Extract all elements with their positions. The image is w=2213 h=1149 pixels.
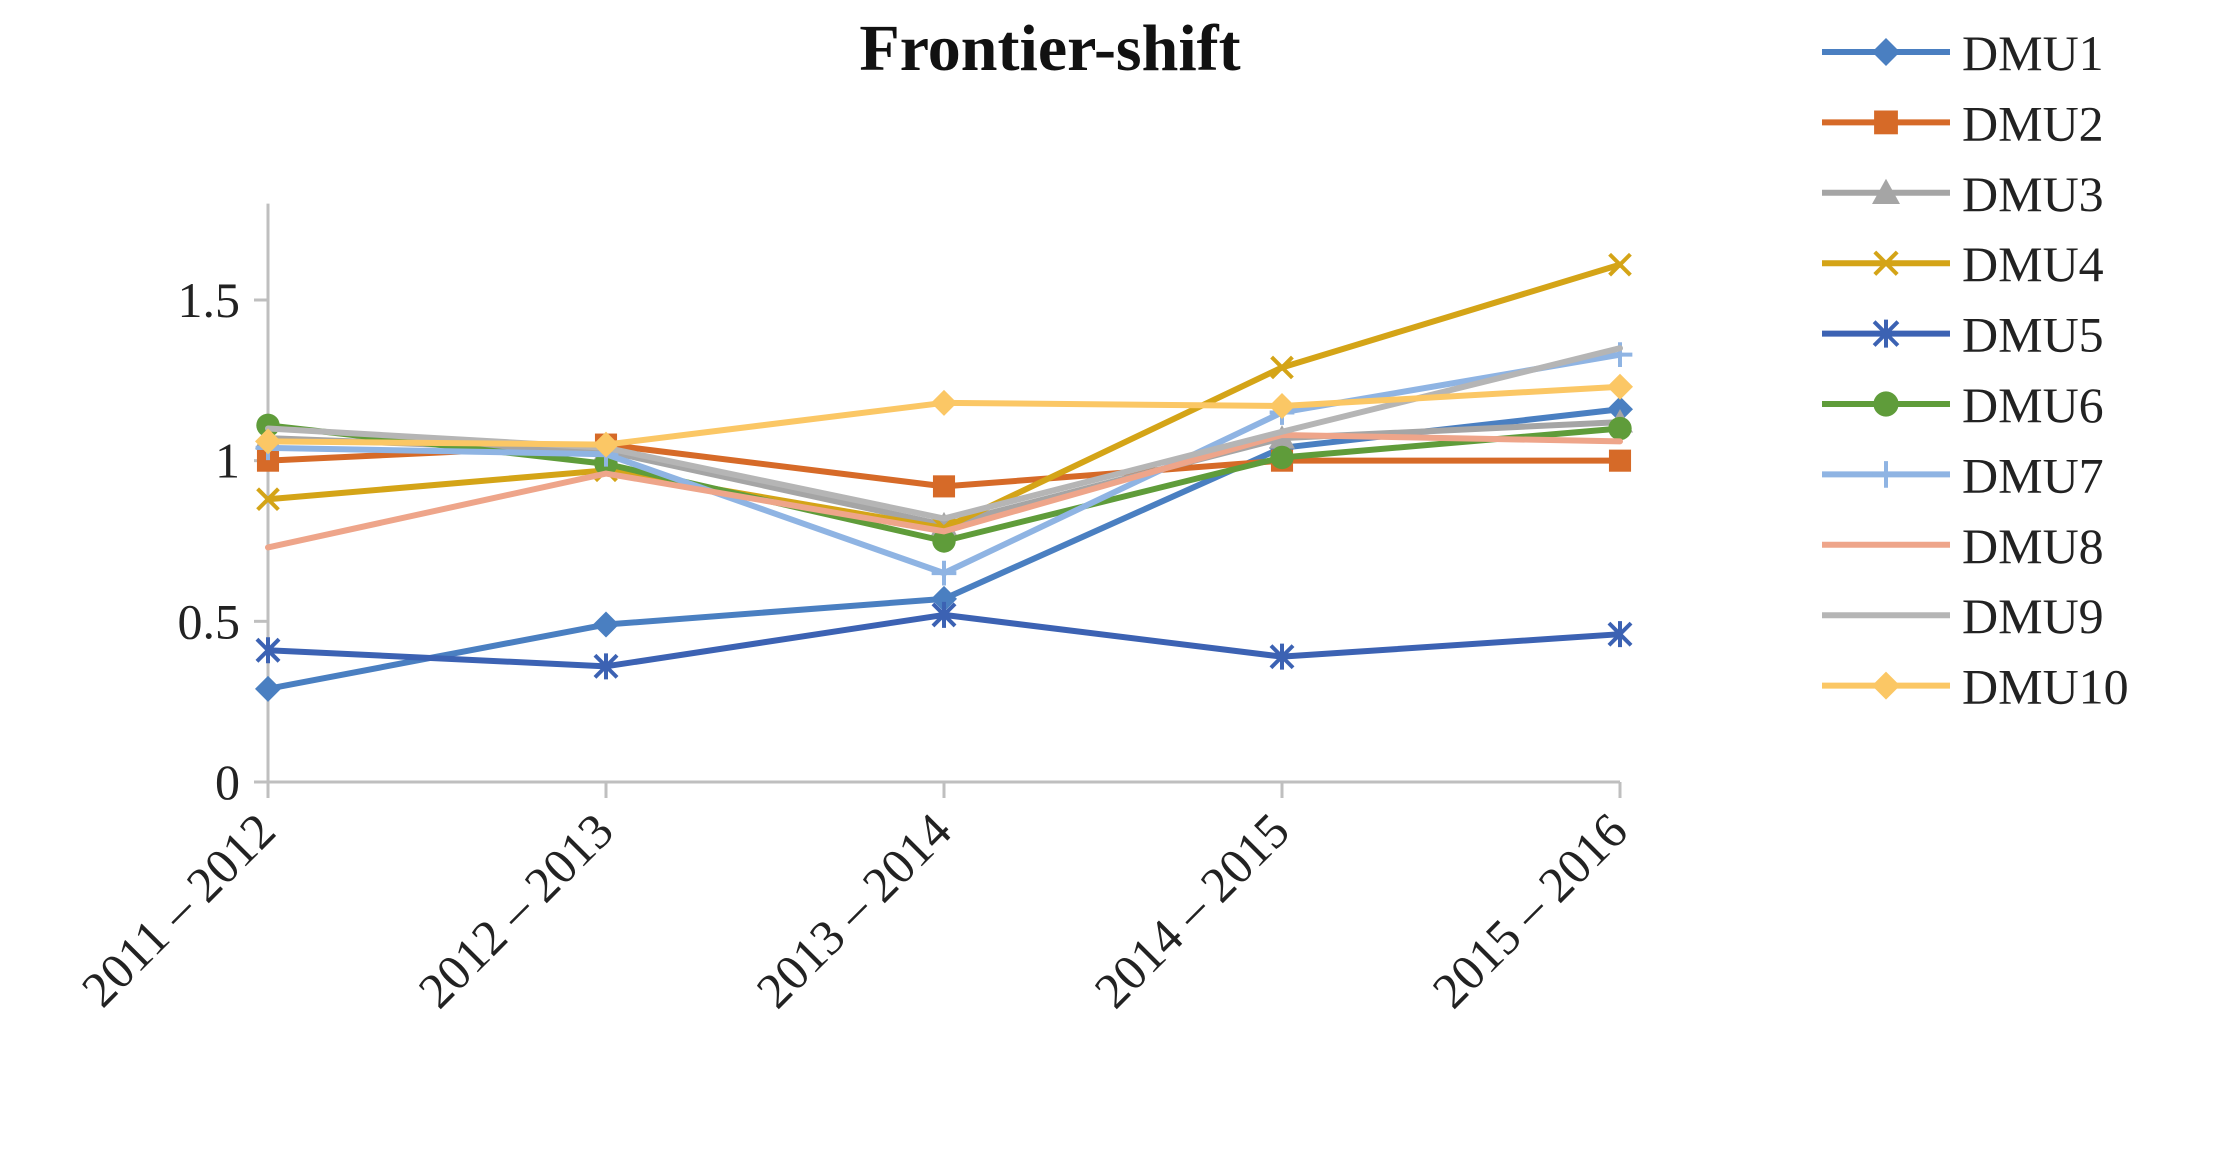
legend-marker	[1872, 38, 1900, 66]
series-line	[265, 431, 1623, 551]
legend: DMU1 DMU2 DMU3 DMU4 DMU5 DMU6 DMU7 DMU8 DMU9 DMU1…	[1822, 25, 2129, 715]
data-point	[256, 449, 280, 472]
legend-label: DMU5	[1962, 307, 2104, 363]
legend-marker	[1872, 178, 1900, 204]
x-tick-label: 2013 – 2014	[745, 802, 961, 1018]
data-point	[255, 637, 281, 664]
data-point	[932, 529, 956, 553]
y-tick-label: 0	[215, 754, 240, 810]
legend-label: DMU10	[1962, 659, 2129, 715]
data-point	[932, 475, 956, 498]
x-tick-label: 2015 – 2016	[1421, 802, 1637, 1018]
legend-item-dmu5: DMU5	[1822, 307, 2104, 363]
legend-item-dmu3: DMU3	[1822, 166, 2104, 222]
legend-label: DMU1	[1962, 25, 2104, 81]
data-point	[931, 560, 957, 586]
legend-item-dmu9: DMU9	[1822, 588, 2104, 644]
legend-label: DMU7	[1962, 447, 2104, 503]
data-point	[1269, 643, 1295, 670]
legend-item-dmu1: DMU1	[1822, 25, 2104, 81]
legend-marker	[1873, 250, 1899, 276]
data-point	[931, 585, 957, 612]
legend-label: DMU9	[1962, 588, 2104, 644]
x-tick-label: 2014 – 2015	[1083, 802, 1299, 1018]
data-point	[931, 601, 957, 628]
y-tick-label: 0.5	[178, 593, 241, 649]
data-point	[1608, 416, 1632, 441]
legend-item-dmu6: DMU6	[1822, 377, 2104, 433]
legend-label: DMU8	[1962, 518, 2104, 574]
y-tick-label: 1	[215, 433, 240, 489]
legend-item-dmu4: DMU4	[1822, 236, 2104, 292]
axes: 0 0.5 1 1.5 2011 – 2012 2012 – 2013 2013 – 201…	[71, 203, 1638, 1019]
data-point	[593, 611, 619, 638]
legend-marker	[1873, 391, 1899, 417]
legend-item-dmu8: DMU8	[1822, 518, 2104, 574]
data-point	[256, 487, 280, 512]
data-point	[1269, 393, 1295, 420]
legend-label: DMU3	[1962, 166, 2104, 222]
data-point	[1270, 445, 1294, 470]
legend-label: DMU6	[1962, 377, 2104, 433]
legend-marker	[1872, 671, 1900, 700]
x-tick-label: 2011 – 2012	[71, 802, 286, 1017]
series-dmu5	[255, 601, 1633, 680]
data-point	[1270, 355, 1294, 380]
legend-marker	[1874, 110, 1898, 135]
legend-marker	[1872, 319, 1900, 348]
series-layer	[255, 252, 1633, 702]
data-point	[593, 653, 619, 680]
data-point	[255, 428, 281, 455]
data-point	[593, 431, 619, 458]
data-point	[931, 389, 957, 416]
data-point	[255, 675, 281, 702]
legend-label: DMU4	[1962, 236, 2104, 292]
legend-item-dmu7: DMU7	[1822, 447, 2104, 503]
data-point	[1607, 373, 1633, 400]
series-dmu10	[255, 373, 1633, 458]
series-dmu8	[265, 431, 1623, 551]
data-point	[1608, 252, 1632, 277]
y-tick-label: 1.5	[178, 272, 241, 328]
legend-item-dmu10: DMU10	[1822, 659, 2129, 715]
legend-marker	[1872, 461, 1900, 488]
x-tick-label: 2012 – 2013	[407, 802, 623, 1018]
data-point	[1608, 449, 1632, 472]
legend-label: DMU2	[1962, 95, 2104, 151]
data-point	[1607, 621, 1633, 648]
legend-item-dmu2: DMU2	[1822, 95, 2104, 151]
chart-title: Frontier-shift	[859, 12, 1240, 85]
